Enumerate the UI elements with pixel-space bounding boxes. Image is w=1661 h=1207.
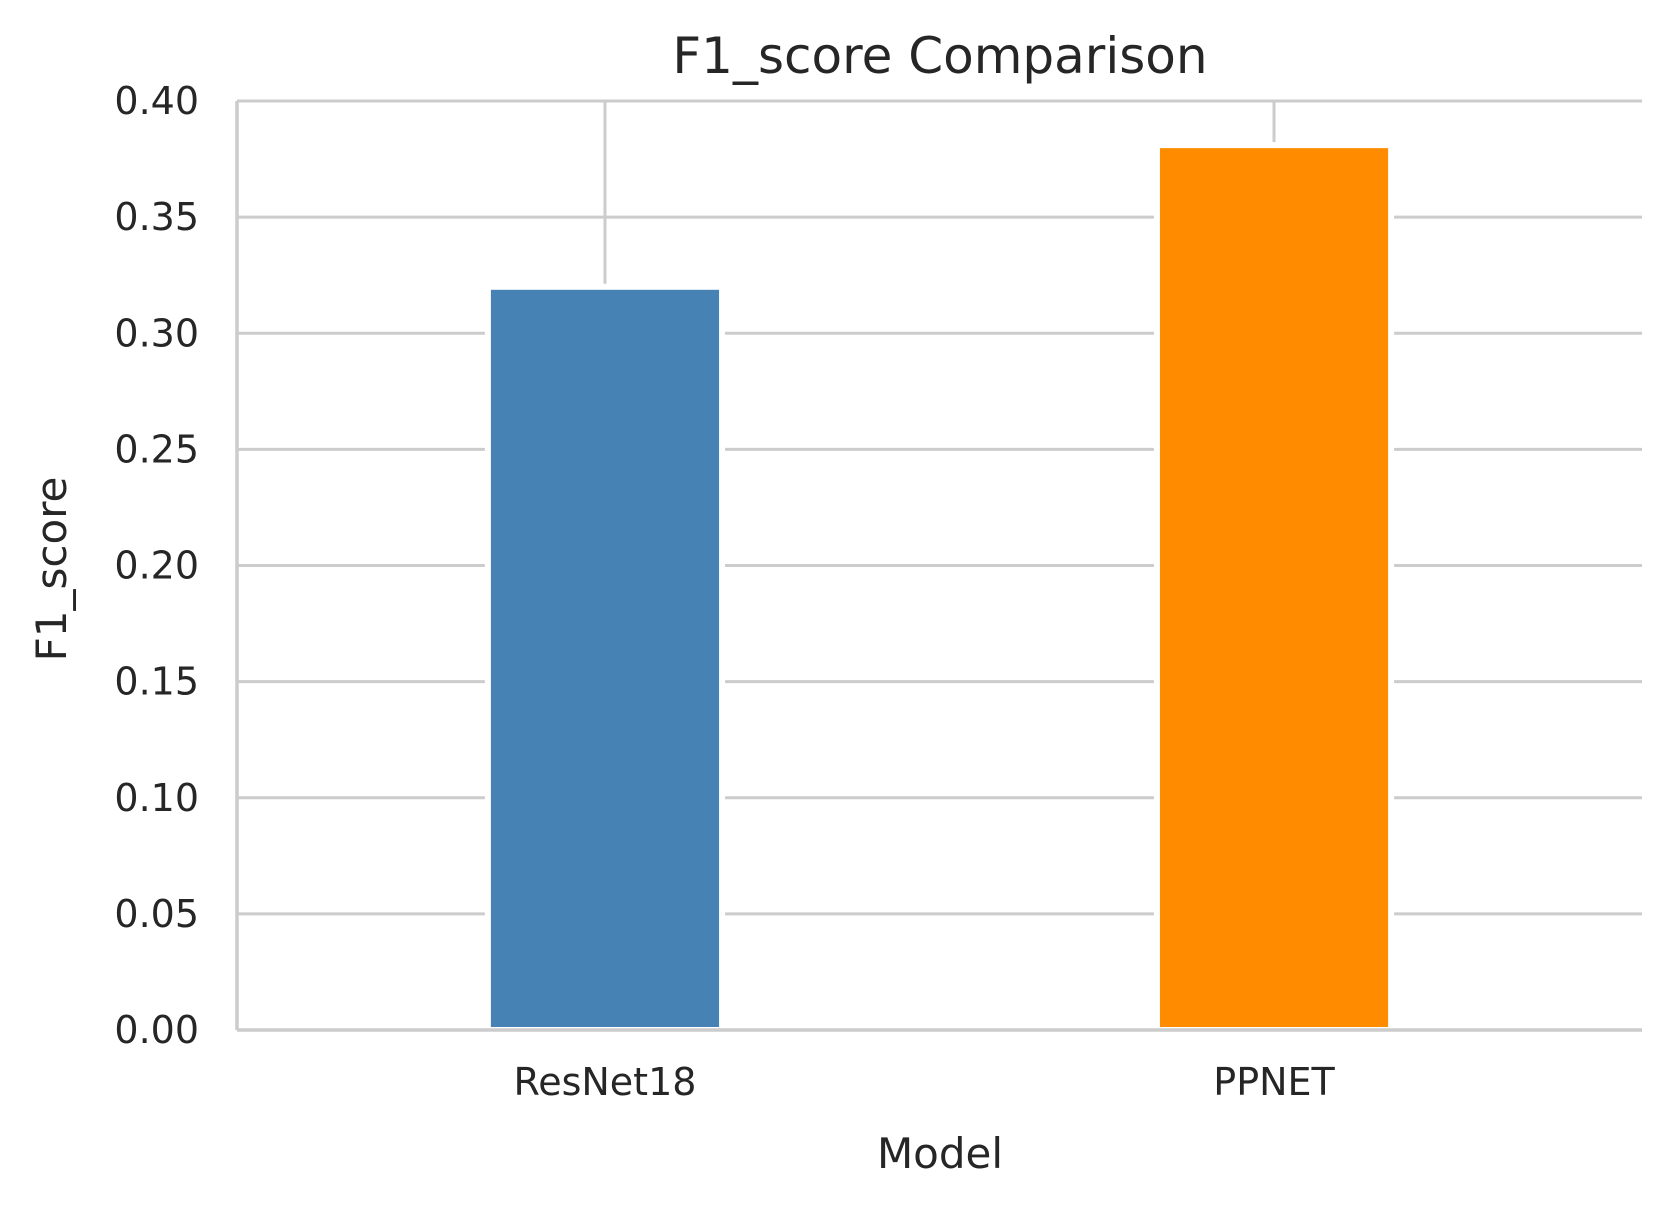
spine-layer	[235, 101, 1642, 1032]
bar-resnet18	[484, 283, 726, 1033]
y-tick-label: 0.35	[114, 195, 199, 239]
y-tick-label: 0.20	[114, 544, 199, 588]
y-tick-label: 0.10	[114, 776, 199, 820]
y-tick-label: 0.25	[114, 427, 199, 471]
y-tick-label: 0.00	[114, 1008, 199, 1052]
y-tick-label: 0.40	[114, 79, 199, 123]
bar-layer	[484, 142, 1395, 1033]
y-tick-label: 0.05	[114, 892, 199, 936]
x-axis-label: Model	[877, 1129, 1003, 1178]
chart-title: F1_score Comparison	[672, 27, 1207, 85]
x-tick-label: ResNet18	[514, 1060, 697, 1104]
y-axis-label: F1_score	[27, 477, 76, 662]
tick-layer: 0.00 0.05 0.10 0.15 0.20 0.25 0.30 0.35 0.40 ResN…	[114, 79, 1335, 1104]
y-tick-label: 0.30	[114, 311, 199, 355]
bar-ppnet	[1153, 142, 1395, 1033]
y-tick-label: 0.15	[114, 660, 199, 704]
x-tick-label: PPNET	[1213, 1060, 1335, 1104]
